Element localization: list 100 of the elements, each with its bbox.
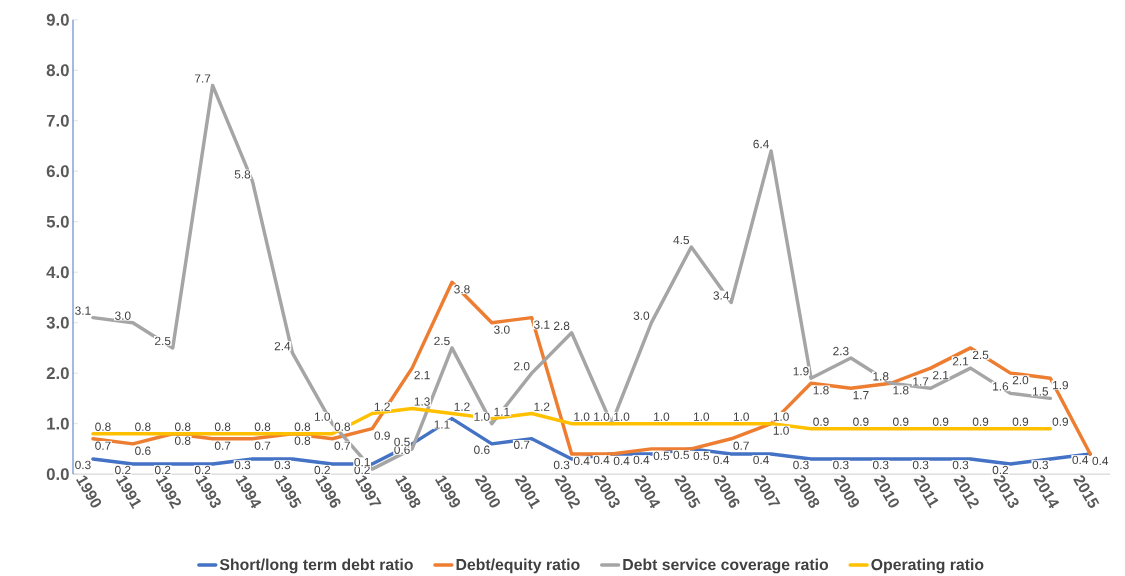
data-label: 1.7 [913, 377, 929, 386]
data-label: 1.1 [434, 420, 450, 429]
data-label: 0.8 [254, 422, 271, 432]
data-label: 0.3 [952, 460, 969, 470]
data-label: 0.8 [334, 422, 351, 432]
data-label: 0.4 [753, 455, 769, 465]
data-label: 0.1 [354, 457, 370, 467]
data-label: 0.5 [673, 450, 690, 460]
data-label: 0.5 [653, 451, 670, 461]
data-label: 0.9 [893, 417, 909, 426]
data-label: 3.0 [115, 311, 131, 320]
legend-label: Operating ratio [871, 558, 984, 574]
data-label: 5.8 [234, 170, 251, 179]
data-label: 0.5 [693, 451, 710, 461]
data-label: 0.9 [853, 417, 869, 426]
data-label: 0.9 [1012, 417, 1029, 426]
data-label: 0.7 [95, 441, 111, 451]
data-label: 0.7 [513, 440, 530, 450]
data-label: 0.3 [274, 460, 291, 470]
data-label: 1.3 [414, 397, 430, 406]
y-tick-label: 6.0 [46, 165, 69, 178]
data-label: 0.9 [1052, 417, 1069, 426]
data-label: 1.0 [594, 412, 610, 421]
data-label: 2.3 [833, 346, 849, 356]
data-label: 0.4 [613, 456, 630, 466]
data-label: 3.4 [713, 291, 730, 300]
data-label: 1.9 [793, 367, 809, 376]
data-label: 0.8 [95, 422, 111, 432]
data-label: 0.6 [135, 446, 151, 456]
data-label: 2.0 [514, 362, 530, 371]
data-label: 0.4 [573, 456, 590, 466]
data-label: 1.0 [773, 412, 789, 421]
y-tick-label: 0.0 [46, 468, 69, 481]
y-tick-label: 2.0 [46, 367, 69, 380]
data-label: 0.2 [194, 465, 211, 475]
data-label: 0.7 [214, 441, 231, 451]
y-tick-label: 1.0 [47, 417, 69, 430]
y-tick-label: 8.0 [46, 64, 69, 77]
data-label: 1.0 [773, 426, 789, 435]
data-label: 1.0 [654, 412, 670, 421]
data-label: 1.5 [1032, 387, 1049, 396]
data-label: 1.2 [374, 402, 390, 411]
data-label: 2.1 [952, 357, 969, 366]
data-label: 1.2 [534, 402, 550, 411]
data-label: 0.2 [354, 465, 370, 475]
data-label: 1.0 [574, 412, 590, 421]
y-tick-label: 9.0 [46, 13, 69, 26]
data-label: 1.9 [1053, 381, 1069, 390]
data-label: 0.9 [972, 417, 989, 426]
data-label: 0.8 [174, 436, 191, 445]
data-label: 0.8 [294, 422, 311, 432]
data-label: 1.8 [873, 372, 889, 381]
data-label: 1.1 [494, 407, 510, 416]
data-label: 1.0 [733, 412, 749, 421]
data-label: 1.0 [693, 412, 710, 421]
data-label: 2.5 [434, 336, 450, 346]
data-label: 0.3 [1032, 460, 1049, 470]
legend-label: Debt service coverage ratio [623, 558, 829, 574]
data-label: 0.3 [833, 460, 849, 470]
data-label: 3.0 [494, 325, 510, 334]
data-label: 3.0 [633, 311, 650, 320]
data-label: 0.8 [174, 422, 191, 432]
data-label: 0.7 [334, 441, 350, 451]
data-label: 0.3 [912, 460, 929, 470]
data-label: 1.8 [813, 386, 829, 395]
data-label: 0.8 [214, 422, 231, 432]
data-label: 2.1 [414, 370, 430, 380]
data-label: 3.8 [454, 285, 470, 294]
data-label: 0.6 [394, 445, 410, 455]
data-label: 0.2 [314, 465, 330, 475]
data-label: 0.4 [633, 455, 650, 465]
data-label: 0.3 [793, 460, 809, 470]
data-label: 0.3 [553, 460, 570, 470]
data-label: 0.3 [75, 460, 91, 470]
data-label: 0.8 [135, 422, 151, 432]
data-label: 2.5 [155, 336, 171, 346]
data-label: 3.1 [533, 320, 550, 329]
y-tick-label: 4.0 [46, 266, 69, 279]
data-label: 0.2 [992, 465, 1009, 475]
data-label: 2.1 [933, 370, 949, 380]
y-tick-label: 3.0 [46, 316, 69, 329]
data-label: 0.4 [1072, 455, 1089, 465]
legend-label: Short/long term debt ratio [219, 558, 413, 574]
data-label: 0.6 [474, 445, 490, 455]
data-label: 2.5 [972, 350, 989, 360]
data-label: 0.7 [733, 441, 749, 451]
data-label: 2.8 [553, 321, 570, 331]
data-label: 0.3 [234, 460, 251, 470]
data-label: 1.0 [474, 412, 490, 421]
data-label: 3.1 [75, 306, 91, 315]
data-label: 0.8 [294, 436, 311, 445]
data-label: 0.2 [154, 465, 171, 475]
data-label: 0.4 [713, 455, 730, 465]
data-label: 2.4 [274, 341, 291, 351]
data-label: 1.2 [454, 402, 470, 411]
data-label: 0.5 [394, 437, 410, 447]
data-label: 0.3 [872, 460, 889, 470]
data-label: 1.0 [314, 412, 331, 421]
data-label: 0.2 [115, 465, 131, 475]
data-label: 1.7 [853, 391, 869, 400]
